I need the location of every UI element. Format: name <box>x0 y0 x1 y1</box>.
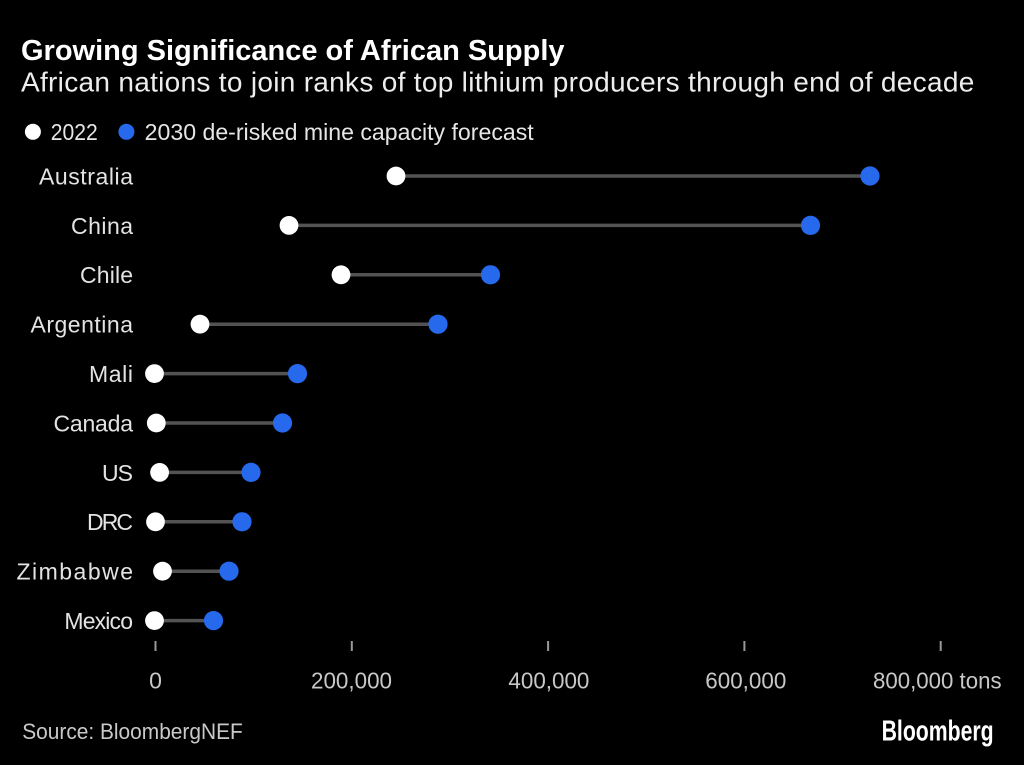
svg-text:0: 0 <box>149 668 162 694</box>
svg-text:Mexico: Mexico <box>64 608 133 634</box>
svg-text:Zimbabwe: Zimbabwe <box>17 559 134 585</box>
svg-text:600,000: 600,000 <box>705 668 786 694</box>
svg-text:DRC: DRC <box>87 509 133 535</box>
svg-text:2022: 2022 <box>51 119 98 145</box>
svg-text:Growing Significance of Africa: Growing Significance of African Supply <box>21 35 565 67</box>
svg-text:200,000: 200,000 <box>311 668 392 694</box>
svg-text:2030 de-risked mine capacity f: 2030 de-risked mine capacity forecast <box>145 119 535 145</box>
svg-text:Source: BloombergNEF: Source: BloombergNEF <box>22 719 243 744</box>
svg-text:Argentina: Argentina <box>31 312 134 338</box>
svg-text:Mali: Mali <box>89 361 133 387</box>
svg-text:African nations to join ranks: African nations to join ranks of top lit… <box>21 67 975 98</box>
svg-text:China: China <box>71 213 133 239</box>
svg-text:US: US <box>102 460 133 486</box>
svg-text:Chile: Chile <box>80 262 133 288</box>
svg-text:Bloomberg: Bloomberg <box>882 715 994 747</box>
svg-text:Australia: Australia <box>39 163 133 189</box>
svg-text:800,000 tons: 800,000 tons <box>873 668 1002 694</box>
svg-text:400,000: 400,000 <box>508 668 589 694</box>
svg-text:Canada: Canada <box>54 410 134 436</box>
